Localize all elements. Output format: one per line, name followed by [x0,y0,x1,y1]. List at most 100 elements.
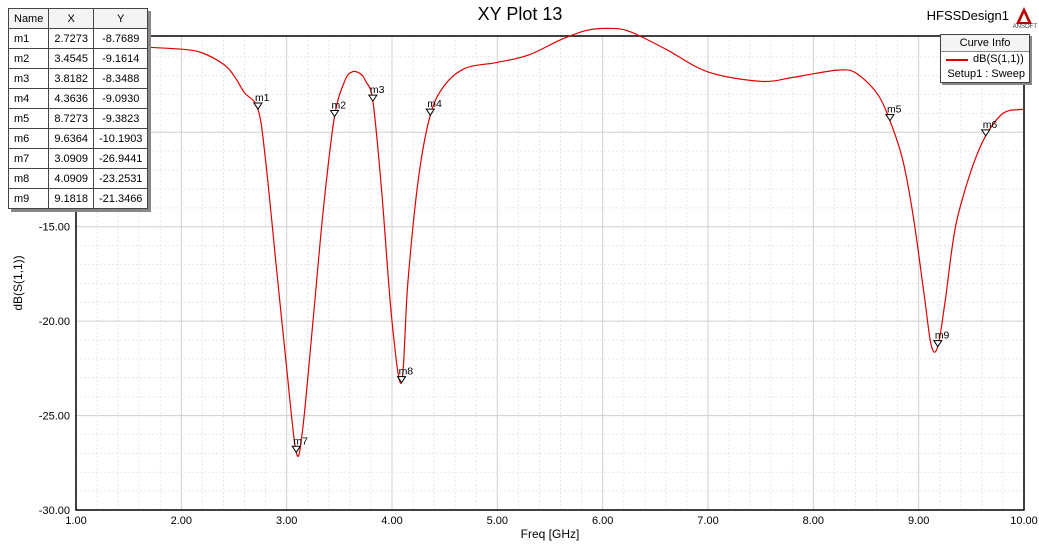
plot-title: XY Plot 13 [477,4,563,24]
y-axis-label: dB(S(1,1)) [11,255,25,310]
cell-x: 2.7273 [48,28,94,49]
cell-y: -9.3823 [92,108,149,129]
marker-label: m1 [255,92,270,104]
x-axis-ticks: 1.00 2.00 3.00 4.00 5.00 6.00 7.00 8.00 9.00 10.0… [65,515,1037,527]
legend-subtitle: Setup1 : Sweep [947,68,1025,80]
curve-info-legend[interactable]: Curve Info dB(S(1,1)) Setup1 : Sweep [940,34,1030,83]
marker-layer: m1 m2 m3 m4 m5 m6 m7 m8 m9 [253,84,998,454]
marker-label: m6 [983,119,998,131]
cell-name: m2 [7,48,50,69]
marker-triangle-icon [980,129,991,137]
table-row: m3 3.8182 -8.3488 [7,68,149,89]
marker-label: m5 [887,104,902,116]
marker-m6[interactable]: m6 [980,119,998,137]
cell-y: -9.0930 [92,88,149,109]
marker-table: Name X Y m1 2.7273 -8.7689 m2 3.4545 -9.1614 m… [7,8,149,209]
marker-m4[interactable]: m4 [425,98,442,117]
cell-x: 9.1818 [48,188,94,209]
table-row: m1 2.7273 -8.7689 [7,28,149,49]
marker-triangle-icon [396,376,407,384]
cell-name: m8 [7,168,50,189]
y-axis-ticks: -15.00 -20.00 -25.00 -30.00 [39,222,70,517]
ansoft-logo-icon [1016,7,1032,24]
marker-m5[interactable]: m5 [885,104,902,122]
plot-grid [75,36,1025,511]
cell-name: m5 [7,108,50,129]
marker-m7[interactable]: m7 [291,435,308,454]
cell-y: -23.2531 [92,168,149,189]
table-row: m9 9.1818 -21.3466 [7,188,149,209]
y-tick-label: -20.00 [39,316,70,328]
marker-triangle-icon [367,94,378,103]
marker-label: m4 [427,98,442,110]
cell-name: m7 [7,148,50,169]
marker-triangle-icon [329,109,340,118]
legend-title: Curve Info [941,35,1029,52]
legend-line-swatch [946,59,968,61]
series-line-dbs11[interactable] [75,27,1025,457]
marker-label: m7 [293,435,308,447]
logo-text: ANSOFT [1012,24,1037,30]
cell-name: m3 [7,68,50,89]
cell-y: -8.7689 [92,28,149,49]
design-name: HFSSDesign1 [926,8,1009,23]
marker-triangle-icon [932,340,943,348]
cell-y: -21.3466 [92,188,149,209]
marker-m1[interactable]: m1 [253,92,270,110]
cell-y: -8.3488 [92,68,149,89]
x-tick-label: 8.00 [803,515,824,527]
table-row: m6 9.6364 -10.1903 [7,128,149,149]
col-x: X [48,8,94,29]
marker-triangle-icon [425,108,436,117]
col-name: Name [7,8,50,29]
cell-x: 3.8182 [48,68,94,89]
marker-triangle-icon [885,114,895,122]
x-tick-label: 7.00 [697,515,718,527]
plot-area-frame [75,35,1025,511]
marker-triangle-icon [291,445,302,454]
marker-m3[interactable]: m3 [367,84,385,103]
table-row: m2 3.4545 -9.1614 [7,48,149,69]
x-axis-label: Freq [GHz] [521,527,580,541]
marker-m9[interactable]: m9 [932,330,950,348]
marker-label: m9 [935,330,950,342]
x-tick-label: 1.00 [65,515,86,527]
cell-name: m6 [7,128,50,149]
y-tick-label: -25.00 [39,411,70,423]
table-row: m5 8.7273 -9.3823 [7,108,149,129]
cell-x: 3.4545 [48,48,94,69]
cell-name: m9 [7,188,50,209]
x-tick-label: 3.00 [276,515,297,527]
x-tick-label: 5.00 [487,515,508,527]
col-y: Y [92,8,149,29]
table-row: m4 4.3636 -9.0930 [7,88,149,109]
cell-x: 4.0909 [48,168,94,189]
legend-entry[interactable]: dB(S(1,1)) [941,52,1029,68]
x-tick-label: 6.00 [592,515,613,527]
cell-x: 3.0909 [48,148,94,169]
x-tick-label: 9.00 [908,515,929,527]
marker-table-header: Name X Y [7,8,149,29]
cell-x: 4.3636 [48,88,94,109]
marker-label: m3 [370,84,385,96]
cell-y: -10.1903 [92,128,149,149]
y-tick-label: -30.00 [39,505,70,517]
legend-series-name: dB(S(1,1)) [973,53,1024,65]
x-tick-label: 4.00 [381,515,402,527]
x-tick-label: 10.00 [1010,515,1038,527]
marker-label: m2 [332,99,347,111]
cell-x: 9.6364 [48,128,94,149]
x-tick-label: 2.00 [171,515,192,527]
marker-m8[interactable]: m8 [396,366,414,384]
y-tick-label: -15.00 [39,222,70,234]
marker-label: m8 [399,366,414,378]
cell-name: m4 [7,88,50,109]
marker-triangle-icon [253,102,263,110]
cell-y: -26.9441 [92,148,149,169]
table-row: m8 4.0909 -23.2531 [7,168,149,189]
cell-x: 8.7273 [48,108,94,129]
cell-name: m1 [7,28,50,49]
cell-y: -9.1614 [92,48,149,69]
marker-m2[interactable]: m2 [329,99,347,118]
